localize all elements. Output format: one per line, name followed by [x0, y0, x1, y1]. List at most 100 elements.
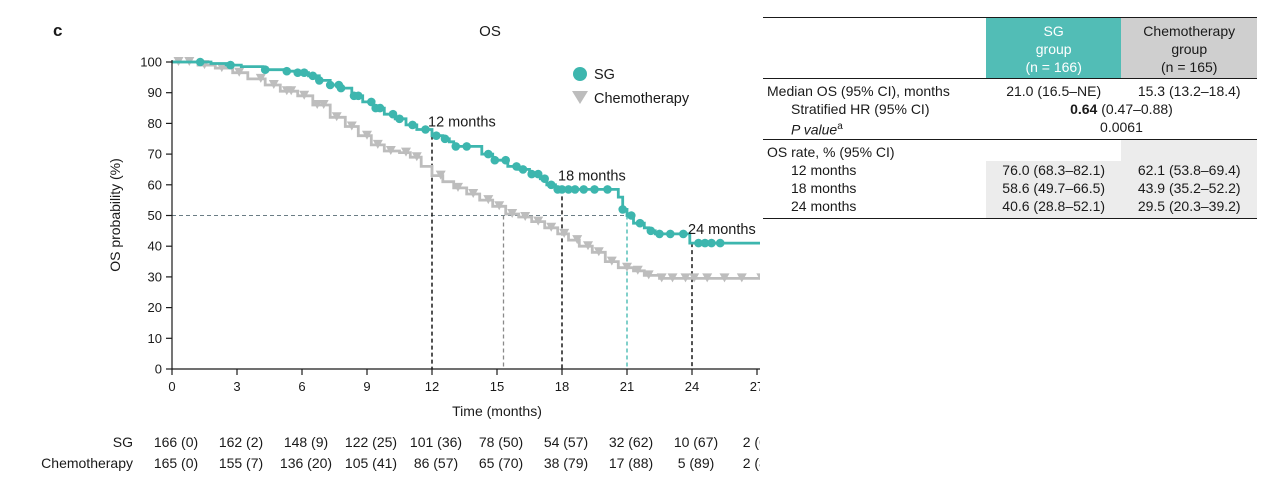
risk-value: 166 (0) [154, 434, 198, 450]
chemo-header-line1: Chemotherapy [1143, 23, 1236, 39]
os-rate-row-24: 24 months 40.6 (28.8–52.1) 29.5 (20.3–39… [763, 196, 1257, 219]
x-tick-label: 27 [750, 379, 760, 394]
timepoint-label: 24 months [688, 222, 756, 238]
censor-mark-chemotherapy [468, 189, 479, 198]
censor-mark-sg [564, 185, 573, 194]
censor-mark-chemotherapy [667, 273, 678, 283]
censor-mark-chemotherapy [702, 273, 713, 283]
censor-mark-chemotherapy [572, 235, 583, 245]
censor-mark-chemotherapy [372, 139, 383, 149]
x-tick-label: 24 [685, 379, 699, 394]
rate-sg: 58.6 (49.7–66.5) [985, 178, 1122, 197]
censor-mark-chemotherapy [318, 100, 329, 109]
legend-sg-label: SG [594, 67, 615, 83]
axes: 0102030405060708090100036912151821242730 [140, 55, 760, 394]
censor-mark-chemotherapy [299, 90, 310, 100]
p-label-text: P value [791, 121, 838, 138]
censor-mark-chemotherapy [331, 112, 342, 122]
censor-mark-sg [603, 185, 612, 194]
censor-mark-chemotherapy [312, 100, 323, 109]
censor-mark-sg [308, 71, 318, 81]
censor-mark-chemotherapy [559, 228, 570, 238]
rate-chemo: 29.5 (20.3–39.2) [1121, 196, 1257, 219]
censor-mark-chemotherapy [632, 265, 643, 275]
censor-mark-chemotherapy [255, 73, 266, 83]
censor-mark-chemotherapy [680, 273, 691, 283]
risk-value: 65 (70) [479, 455, 523, 471]
risk-value: 78 (50) [479, 434, 523, 450]
censor-mark-sg [557, 185, 567, 194]
hr-value: 0.64 (0.47–0.88) [986, 100, 1257, 118]
median-os-label: Median OS (95% CI), months [767, 83, 950, 99]
censor-mark-sg [490, 155, 500, 165]
risk-value: 5 (89) [678, 455, 715, 471]
censor-mark-sg [421, 125, 430, 134]
censor-mark-chemotherapy [689, 273, 700, 283]
y-tick-label: 10 [148, 331, 162, 346]
censor-mark-chemotherapy [507, 209, 518, 218]
censor-mark-sg [484, 149, 493, 159]
censor-mark-sg [395, 114, 404, 124]
censor-mark-chemotherapy [656, 273, 667, 283]
censor-mark-chemotherapy [606, 256, 617, 266]
hr-value-ci: (0.47–0.88) [1101, 101, 1173, 117]
censor-mark-sg [408, 120, 417, 130]
y-tick-label: 30 [148, 269, 162, 284]
risk-value: 122 (25) [345, 434, 397, 450]
censor-mark-chemotherapy [411, 152, 422, 162]
sg-header-line2: group [1035, 41, 1072, 57]
censor-mark-chemotherapy [756, 273, 760, 281]
rate-sg: 40.6 (28.8–52.1) [985, 196, 1122, 219]
risk-value: 38 (79) [544, 455, 588, 471]
rate-label: 18 months [791, 179, 857, 196]
timepoint-label: 18 months [558, 168, 626, 184]
x-tick-label: 3 [233, 379, 240, 394]
legend-sg-marker [573, 67, 587, 81]
censor-mark-sg [715, 238, 725, 248]
risk-value: 148 (9) [284, 434, 328, 450]
censor-mark-sg [546, 180, 556, 190]
censor-mark-sg [336, 83, 346, 93]
timepoint-label: 12 months [428, 115, 496, 131]
censor-mark-sg [260, 65, 270, 74]
km-chart: c OS 0 10 20 30 40 50 60 70 80 90 100 0 3 6 9 12 15 18 21 2… [41, 21, 760, 471]
y-axis-label: OS probability (%) [107, 158, 123, 272]
stats-header-sg: SG group (n = 166) [985, 17, 1122, 79]
risk-value: 101 (36) [410, 434, 462, 450]
censor-mark-sg [315, 76, 324, 85]
censor-mark-sg [299, 68, 309, 77]
timepoint-labels: 12 months 18 months 24 months [428, 115, 756, 238]
censor-mark-sg [354, 91, 363, 101]
censor-mark-sg [666, 229, 675, 239]
y-tick-label: 90 [148, 85, 162, 100]
censor-mark-sg [195, 57, 205, 67]
censor-mark-sg [540, 174, 549, 183]
panel-label: c [53, 21, 62, 40]
risk-value: 17 (88) [609, 455, 653, 471]
p-label-sup: a [837, 121, 843, 132]
censor-mark-sg [646, 226, 656, 236]
risk-value: 155 (7) [219, 455, 263, 471]
chemo-header-line2: group [1171, 41, 1208, 57]
censor-mark-sg [375, 103, 385, 113]
x-tick-label: 9 [363, 379, 370, 394]
number-at-risk-table: SG 166 (0) 162 (2) 148 (9) 122 (25) 101 (36) 7… [41, 434, 760, 471]
os-rate-label: OS rate, % (95% CI) [763, 138, 986, 161]
y-tick-label: 20 [148, 300, 162, 315]
x-tick-label: 0 [168, 379, 175, 394]
x-tick-label: 6 [298, 379, 305, 394]
censor-mark-sg [388, 109, 398, 119]
hr-row: Stratified HR (95% CI) 0.64 (0.47–0.88) [763, 100, 1257, 118]
censor-mark-chemotherapy [435, 170, 446, 180]
risk-value: 54 (57) [544, 434, 588, 450]
censor-mark-sg [501, 155, 511, 165]
p-value-label: P valuea [763, 118, 986, 139]
rate-label: 12 months [791, 161, 857, 178]
censor-mark-chemotherapy [346, 121, 357, 131]
censor-mark-chemotherapy [533, 216, 544, 226]
legend: SG Chemotherapy [572, 67, 690, 107]
censor-mark-chemotherapy [234, 67, 245, 77]
censor-mark-sg [655, 229, 664, 239]
x-tick-label: 18 [555, 379, 569, 394]
stats-header-blank [763, 17, 986, 79]
